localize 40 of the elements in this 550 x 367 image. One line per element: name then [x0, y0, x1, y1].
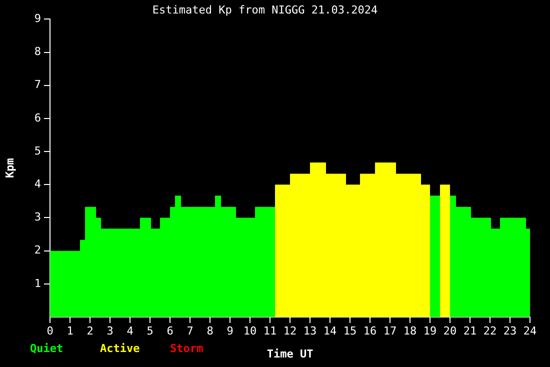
x-tick-label: 2: [86, 324, 94, 338]
text: Active: [100, 342, 140, 355]
x-tick-label: 16: [363, 324, 377, 338]
x-tick-label: 23: [503, 324, 517, 338]
x-tick-label: 13: [303, 324, 317, 338]
chart-title: Estimated Kp from NIGGG 21.03.2024: [152, 3, 378, 16]
text: Quiet: [30, 342, 64, 355]
x-tick-label: 9: [226, 324, 234, 338]
y-tick-label: 5: [34, 144, 41, 158]
x-tick-label: 24: [523, 324, 537, 338]
y-tick-label: 1: [34, 276, 41, 290]
y-tick-label: 4: [34, 178, 42, 191]
y-tick-label: 2: [34, 244, 41, 257]
x-tick-label: 11: [263, 324, 277, 338]
x-tick-label: 6: [166, 324, 174, 338]
x-tick-label: 12: [283, 324, 297, 338]
x-tick-label: 4: [126, 324, 134, 338]
x-tick-label: 17: [383, 324, 397, 338]
y-tick-label: 3: [34, 210, 41, 224]
x-tick-label: 21: [463, 324, 477, 338]
x-tick-label: 10: [243, 324, 257, 338]
text: Storm: [170, 342, 204, 355]
x-axis-title: Time UT: [266, 347, 314, 360]
x-tick-label: 5: [146, 324, 154, 338]
x-tick-label: 3: [106, 324, 114, 338]
y-tick-label: 6: [34, 111, 41, 124]
x-tick-label: 1: [66, 324, 74, 338]
x-tick-label: 15: [343, 324, 357, 338]
x-tick-label: 8: [206, 324, 214, 338]
y-tick-label: 8: [34, 45, 41, 58]
x-tick-label: 18: [403, 324, 417, 338]
x-tick-label: 20: [443, 324, 457, 338]
x-tick-label: 7: [186, 324, 194, 338]
y-axis-title: Kpm: [3, 158, 16, 178]
x-tick-label: 19: [423, 324, 437, 338]
y-tick-label: 9: [34, 12, 41, 26]
x-tick-label: 22: [483, 324, 497, 338]
x-tick-label: 0: [46, 324, 54, 338]
y-tick-label: 7: [34, 78, 41, 92]
x-tick-label: 14: [323, 324, 337, 338]
